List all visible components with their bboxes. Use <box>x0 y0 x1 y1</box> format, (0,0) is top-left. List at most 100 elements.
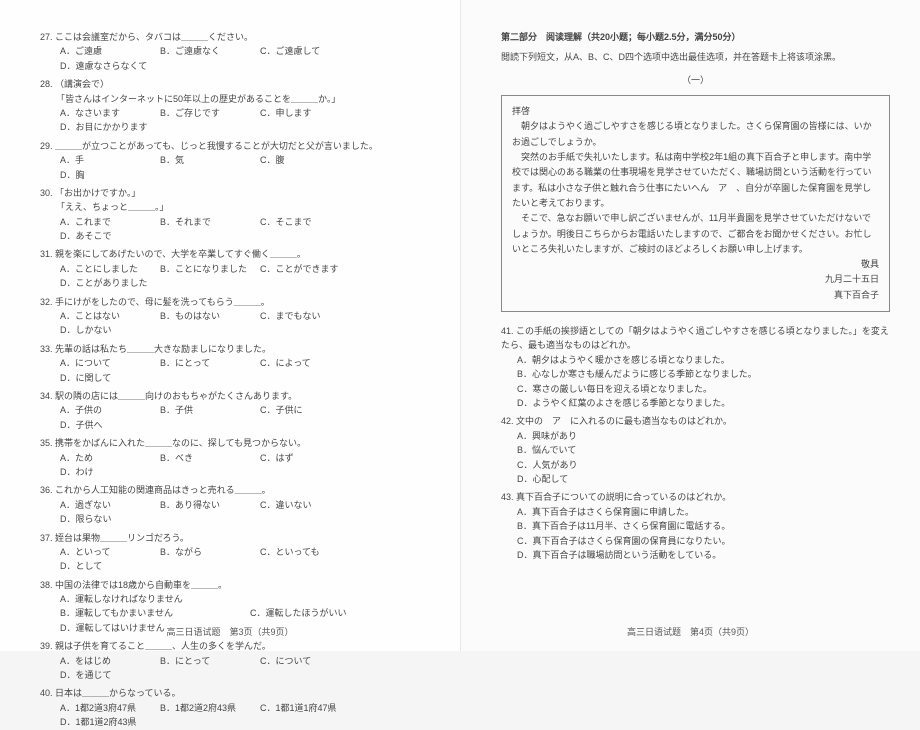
option: A．これまで <box>60 215 150 229</box>
option: B．あり得ない <box>160 498 250 512</box>
question-stem: 28. （講演会で） <box>40 77 430 91</box>
option: D．お目にかかります <box>60 120 150 134</box>
question-stem: 32. 手にけがをしたので、母に髪を洗ってもらう＿＿＿。 <box>40 295 430 309</box>
question: 33. 先輩の話は私たち＿＿＿大きな励ましになりました。A．についてB．にとって… <box>40 342 430 385</box>
option: B．子供 <box>160 403 250 417</box>
question-stem: 31. 親を楽にしてあげたいので、大学を卒業してすぐ働く＿＿＿。 <box>40 247 430 261</box>
option: D．胸 <box>60 168 150 182</box>
question-stem: 29. ＿＿＿が立つことがあっても、じっと我慢することが大切だと父が言いました。 <box>40 139 430 153</box>
option-row: A．なさいますB．ご存じですC．申しますD．お目にかかります <box>40 106 430 135</box>
option: A．といって <box>60 545 150 559</box>
option: A．真下百合子はさくら保育園に申請した。 <box>501 505 890 519</box>
passage-closing: 敬具 <box>512 257 879 272</box>
option-row: A．をはじめB．にとってC．についてD．を通じて <box>40 654 430 683</box>
passage-p2: 突然のお手紙で失礼いたします。私は南中学校2年1組の真下百合子と申します。南中学… <box>512 150 879 211</box>
option: D．に関して <box>60 371 150 385</box>
option: D．心配して <box>501 472 890 486</box>
question: 36. これから人工知能の関連商品はきっと売れる＿＿＿。A．過ぎないB．あり得な… <box>40 483 430 526</box>
right-question-list: 41. この手紙の挨拶語としての「朝夕はようやく過ごしやすさを感じる頃となりまし… <box>501 324 890 562</box>
option: A．をはじめ <box>60 654 150 668</box>
option: D．1都1道2府43県 <box>60 715 150 729</box>
option-row: A．といってB．ながらC．といってもD．として <box>40 545 430 574</box>
option: A．ことはない <box>60 309 150 323</box>
question: 39. 親は子供を育てること＿＿＿、人生の多くを学んだ。A．をはじめB．にとって… <box>40 639 430 682</box>
question-stem: 38. 中国の法律では18歳から自動車を＿＿＿。 <box>40 578 430 592</box>
option: C．ことができます <box>260 262 350 276</box>
option: B．ものはない <box>160 309 250 323</box>
question: 29. ＿＿＿が立つことがあっても、じっと我慢することが大切だと父が言いました。… <box>40 139 430 182</box>
passage-date: 九月二十五日 <box>512 272 879 287</box>
passage-p1: 朝夕はようやく過ごしやすさを感じる頃となりました。さくら保育園の皆様には、いかお… <box>512 119 879 150</box>
option: B．気 <box>160 153 250 167</box>
option-row: A．過ぎない B．あり得ない C．違いない D．限らない <box>40 498 430 527</box>
section-instructions: 閲読下列短文，从A、B、C、D四个选项中选出最佳选项，并在答题卡上将该项涂黑。 <box>501 50 890 64</box>
option: D．遠慮なさらなくて <box>60 59 150 73</box>
question: 32. 手にけがをしたので、母に髪を洗ってもらう＿＿＿。A．ことはない B．ものは… <box>40 295 430 338</box>
question: 41. この手紙の挨拶語としての「朝夕はようやく過ごしやすさを感じる頃となりまし… <box>501 324 890 410</box>
option: C．はず <box>260 451 350 465</box>
option: B．運転してもかまいません <box>60 606 240 620</box>
question-stem: 34. 駅の隣の店には＿＿＿向けのおもちゃがたくさんあります。 <box>40 389 430 403</box>
option-row: A．1都2道3府47県B．1都2道2府43県C．1都1道1府47県D．1都1道2… <box>40 701 430 730</box>
option: C．子供に <box>260 403 350 417</box>
question-subline: 「皆さんはインターネットに50年以上の歴史があることを＿＿＿か。」 <box>40 92 430 106</box>
page-left: 27. ここは会議室だから、タバコは＿＿＿ください。A．ご遠慮B．ご遠慮なくC．… <box>0 0 460 651</box>
option-row: A．これまで B．それまで C．そこまで D．あそこで <box>40 215 430 244</box>
option: B．にとって <box>160 356 250 370</box>
option: A．ことにしました <box>60 262 150 276</box>
option: A．子供の <box>60 403 150 417</box>
question: 40. 日本は＿＿＿からなっている。A．1都2道3府47県B．1都2道2府43県… <box>40 686 430 729</box>
question: 28. （講演会で）「皆さんはインターネットに50年以上の歴史があることを＿＿＿… <box>40 77 430 135</box>
option-row: A．ことにしましたB．ことになりましたC．ことができますD．ことがありました <box>40 262 430 291</box>
question-stem: 30. 「お出かけですか。」 <box>40 186 430 200</box>
option: D．子供へ <box>60 418 150 432</box>
question-stem: 39. 親は子供を育てること＿＿＿、人生の多くを学んだ。 <box>40 639 430 653</box>
option: A．ご遠慮 <box>60 44 150 58</box>
question-stem: 40. 日本は＿＿＿からなっている。 <box>40 686 430 700</box>
option: D．真下百合子は職場訪問という活動をしている。 <box>501 548 890 562</box>
question-stem: 42. 文中の ア に入れるのに最も適当なものはどれか。 <box>501 414 890 428</box>
passage-label: （一） <box>501 73 890 87</box>
option: D．ようやく紅葉のよさを感じる季節となりました。 <box>501 396 890 410</box>
option: B．ことになりました <box>160 262 250 276</box>
option: D．限らない <box>60 512 150 526</box>
option: C．申します <box>260 106 350 120</box>
option: C．によって <box>260 356 350 370</box>
option: A．運転しなければなりません <box>60 592 240 606</box>
option: D．あそこで <box>60 229 150 243</box>
option: B．それまで <box>160 215 250 229</box>
option-row: A．ことはないB．ものはないC．までもないD．しかない <box>40 309 430 338</box>
option: D．として <box>60 559 150 573</box>
option: C．運転したほうがいい <box>250 606 347 620</box>
option: A．について <box>60 356 150 370</box>
option: B．悩んでいて <box>501 443 890 457</box>
option: C．といっても <box>260 545 350 559</box>
question: 34. 駅の隣の店には＿＿＿向けのおもちゃがたくさんあります。A．子供の B．子供… <box>40 389 430 432</box>
option: A．興味があり <box>501 429 890 443</box>
option: D．わけ <box>60 465 150 479</box>
question: 27. ここは会議室だから、タバコは＿＿＿ください。A．ご遠慮B．ご遠慮なくC．… <box>40 30 430 73</box>
option: A．手 <box>60 153 150 167</box>
page-footer-left: 高三日语试题 第3页（共9页） <box>0 625 460 639</box>
option-row: A．ためB．べきC．はずD．わけ <box>40 451 430 480</box>
question-subline: 「ええ、ちょっと＿＿＿。」 <box>40 200 430 214</box>
option: D．しかない <box>60 323 150 337</box>
option: C．真下百合子はさくら保育園の保育員になりたい。 <box>501 534 890 548</box>
passage-p3: そこで、急なお願いで申し訳ございませんが、11月半貴園を見学させていただけないで… <box>512 211 879 257</box>
passage-signature: 真下百合子 <box>512 288 879 303</box>
reading-passage: 拝啓 朝夕はようやく過ごしやすさを感じる頃となりました。さくら保育園の皆様には、… <box>501 95 890 312</box>
option: C．違いない <box>260 498 350 512</box>
question-stem: 35. 携帯をかばんに入れた＿＿＿なのに、探しても見つからない。 <box>40 436 430 450</box>
question: 42. 文中の ア に入れるのに最も適当なものはどれか。A．興味がありB．悩んで… <box>501 414 890 486</box>
option: C．腹 <box>260 153 350 167</box>
page-right: 第二部分 阅读理解（共20小题；每小题2.5分，满分50分） 閲読下列短文，从A… <box>460 0 920 651</box>
option-row: A．について B．にとって C．によって D．に関して <box>40 356 430 385</box>
option-row: A．子供の B．子供 C．子供に D．子供へ <box>40 403 430 432</box>
option: B．心なしか寒さも緩んだように感じる季節となりました。 <box>501 367 890 381</box>
option: A．過ぎない <box>60 498 150 512</box>
question: 35. 携帯をかばんに入れた＿＿＿なのに、探しても見つからない。A．ためB．べき… <box>40 436 430 479</box>
option: A．1都2道3府47県 <box>60 701 150 715</box>
option: C．そこまで <box>260 215 350 229</box>
question: 37. 姪台は果物＿＿＿リンゴだろう。A．といってB．ながらC．といってもD．と… <box>40 531 430 574</box>
option: B．ご遠慮なく <box>160 44 250 58</box>
